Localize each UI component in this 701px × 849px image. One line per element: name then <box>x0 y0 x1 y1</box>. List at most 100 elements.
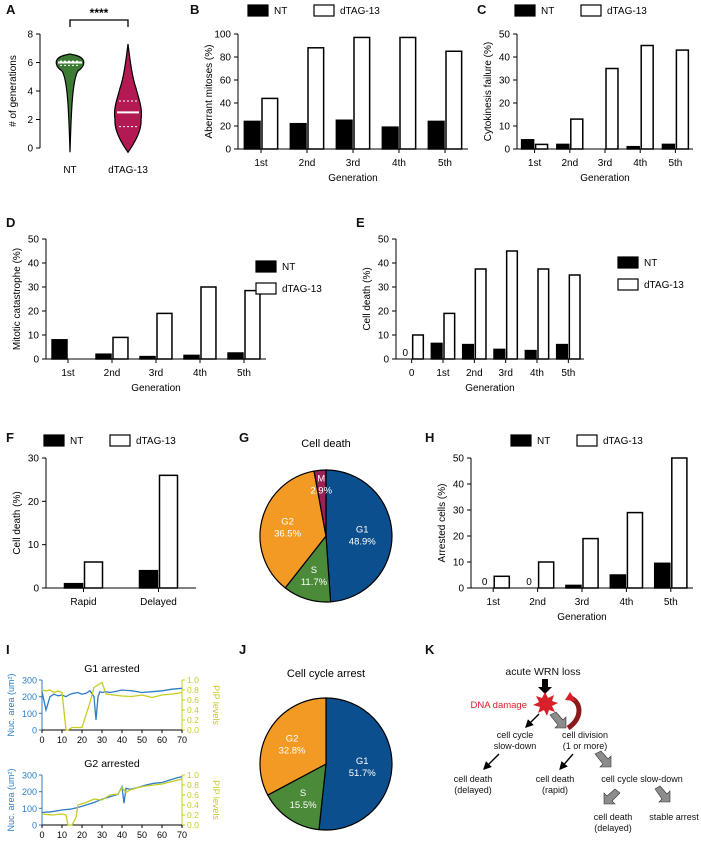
bar-nt-2nd <box>461 343 475 360</box>
pie-slice-g2 <box>259 697 327 796</box>
pie-title: Cell cycle arrest <box>287 668 365 680</box>
bar-dtag-13-2nd <box>112 336 129 360</box>
legend-label-nt: NT <box>537 436 550 447</box>
legend-label-nt: NT <box>644 258 657 269</box>
bar-dtag-13-delayed <box>158 474 179 589</box>
y-tick-label: 50 <box>453 454 465 465</box>
flow-death-rapid-line2: (rapid) <box>542 785 568 795</box>
pie-label-g2: G2 <box>286 734 299 745</box>
y-tick-label: 20 <box>453 532 465 543</box>
left-tick-label: 100 <box>22 709 37 719</box>
arrow-to-division-icon <box>549 711 567 729</box>
bar-dtag-13-rapid <box>83 561 104 589</box>
legend-label-nt: NT <box>541 6 554 17</box>
y-tick-label: 40 <box>499 53 511 64</box>
bar-dtag-13-2nd <box>570 118 584 150</box>
y-tick-label: 0 <box>33 355 39 366</box>
x-tick-label: 20 <box>77 830 87 840</box>
bar-dtag-13-3rd <box>156 312 173 360</box>
bar-nt-1st <box>51 339 68 360</box>
significance-label: **** <box>90 6 109 20</box>
bar-dtag-13-0 <box>411 334 425 360</box>
zero-label-2nd: 0 <box>526 577 532 588</box>
arrow-to-slowdown-after-icon <box>594 750 612 768</box>
y-tick-label: 4 <box>27 87 33 98</box>
panel-label-f: F <box>6 430 14 445</box>
y-tick-label: 0 <box>504 145 510 156</box>
bar-dtag-13-4th <box>399 36 417 150</box>
bar-nt-5th <box>661 143 676 150</box>
x-axis-title: Generation <box>328 173 377 184</box>
flow-stable-arrest: stable arrest <box>649 812 699 822</box>
right-tick-label: 0.4 <box>187 705 199 715</box>
x-axis-title: Generation <box>465 383 514 394</box>
violin-dtag <box>113 43 143 154</box>
pie-pct-s: 15.5% <box>290 800 317 811</box>
pie-label-s: S <box>311 565 317 576</box>
legend-swatch-nt <box>514 4 536 17</box>
y-tick-label: 20 <box>28 307 40 318</box>
x-tick-label: 60 <box>157 830 167 840</box>
bar-nt-3rd <box>565 584 582 589</box>
flow-slowdown-after: cell cycle slow-down <box>601 774 683 784</box>
bar-nt-4th <box>183 354 200 360</box>
bar-chart-cell-death-rapid-delayed: 0 10 20 30 Rapid Delayed Cell death (%) NT dTAG-… <box>12 434 196 608</box>
panel-label-k: K <box>425 642 435 657</box>
arrow-to-death-delayed <box>483 753 500 770</box>
right-tick-label: 1.0 <box>187 675 199 685</box>
y-axis-title: Aberrant mitoses (%) <box>204 45 215 139</box>
x-tick-label-4th: 4th <box>392 158 406 169</box>
bar-nt-2nd <box>556 143 570 150</box>
bar-nt-3rd <box>139 355 156 360</box>
x-tick-label: 70 <box>177 830 187 840</box>
left-axis-title: Nuc. area (um²) <box>6 768 16 831</box>
arrow-to-stable-arrest-icon <box>654 785 671 803</box>
panel-label-c: C <box>477 2 487 17</box>
y-tick-label: 0 <box>458 584 464 595</box>
flow-slowdown-line1: cell cycle <box>497 730 534 740</box>
bar-chart-arrested-cells: 0 10 20 30 40 50 1st 2nd 3rd 4th 5th 0 0 Generation Ar… <box>437 434 693 623</box>
x-tick-label-4th: 4th <box>530 368 544 379</box>
legend-swatch-dtag-13 <box>580 4 602 17</box>
panel-label-j: J <box>239 642 247 657</box>
bar-nt-1st <box>520 139 535 150</box>
panel-label-i: I <box>6 642 10 657</box>
bar-dtag-13-5th <box>568 274 581 360</box>
pie-title: Cell death <box>301 438 351 450</box>
y-tick-label: 20 <box>499 99 511 110</box>
x-tick-label-1st: 1st <box>528 158 542 169</box>
bar-dtag-13-5th <box>671 457 688 589</box>
bar-dtag-13-4th <box>200 286 217 360</box>
y-axis-title: Arrested cells (%) <box>437 484 448 563</box>
y-tick-label: 10 <box>378 331 390 342</box>
right-tick-label: 0.6 <box>187 790 199 800</box>
bar-nt-5th <box>427 120 445 150</box>
x-tick-label-3rd: 3rd <box>149 368 163 379</box>
legend-label-dtag-13: dTAG-13 <box>282 284 322 295</box>
flow-death-rapid-line1: cell death <box>536 774 575 784</box>
x-tick-label: 70 <box>177 735 187 745</box>
legend-swatch-nt <box>510 434 532 447</box>
y-tick-label: 10 <box>28 331 40 342</box>
y-tick-label: 30 <box>378 283 390 294</box>
y-tick-label: 0 <box>33 584 39 595</box>
panel-label-a: A <box>6 2 16 17</box>
x-axis-title: Generation <box>580 173 629 184</box>
arrow-to-death-delayed-b-icon <box>603 788 621 805</box>
bar-dtag-13-5th <box>244 289 261 360</box>
bar-dtag-13-1st <box>443 312 456 360</box>
legend-label-dtag-13: dTAG-13 <box>340 6 380 17</box>
line-chart-g1-arrested: G1 arrested 0 100 200 300 0.00.20.40.60.81.0 0… <box>6 663 221 745</box>
right-axis-title: PIP levels <box>211 685 221 725</box>
pie-slice-s <box>266 762 327 831</box>
legend-swatch-dtag-13 <box>576 434 598 447</box>
x-tick-label-2nd: 2nd <box>561 158 578 169</box>
pie-pct-g2: 32.8% <box>279 746 306 757</box>
y-tick-label: 30 <box>28 454 40 465</box>
y-tick-label: 50 <box>499 30 511 41</box>
legend-label-nt: NT <box>70 436 83 447</box>
right-tick-label: 0.0 <box>187 725 199 735</box>
left-tick-label: 200 <box>22 787 37 797</box>
bar-dtag-13-2nd <box>474 268 487 360</box>
